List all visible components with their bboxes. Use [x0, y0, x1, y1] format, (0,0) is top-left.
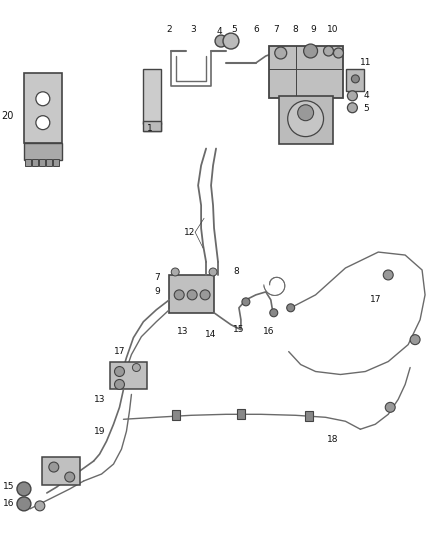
Bar [25, 158, 31, 166]
Text: 9: 9 [155, 287, 160, 296]
Text: 15: 15 [233, 325, 245, 334]
Text: 8: 8 [233, 268, 239, 277]
Text: 9: 9 [311, 25, 317, 34]
Text: 14: 14 [205, 330, 217, 339]
Text: 4: 4 [364, 91, 369, 100]
Circle shape [36, 116, 50, 130]
Circle shape [288, 101, 324, 136]
Circle shape [49, 462, 59, 472]
Bar [143, 69, 161, 124]
Bar [46, 158, 52, 166]
Text: 20: 20 [2, 111, 14, 120]
Circle shape [36, 92, 50, 106]
Circle shape [200, 290, 210, 300]
Circle shape [410, 335, 420, 345]
Bar [39, 158, 45, 166]
Bar [24, 73, 62, 143]
Bar [172, 410, 180, 421]
Circle shape [114, 379, 124, 390]
Text: 7: 7 [155, 273, 160, 282]
Circle shape [333, 48, 343, 58]
Bar [169, 275, 214, 313]
Bar [110, 361, 147, 390]
Text: 12: 12 [184, 228, 195, 237]
Text: 18: 18 [327, 435, 338, 443]
Text: 13: 13 [177, 327, 189, 336]
Circle shape [17, 497, 31, 511]
Text: 3: 3 [190, 25, 196, 34]
Text: 11: 11 [360, 59, 371, 68]
Text: 5: 5 [364, 104, 369, 113]
Circle shape [347, 91, 357, 101]
Text: 7: 7 [273, 25, 279, 34]
Text: 10: 10 [327, 25, 338, 34]
Text: 16: 16 [263, 327, 275, 336]
Circle shape [287, 304, 295, 312]
Bar [143, 120, 161, 131]
Text: 1: 1 [146, 124, 152, 133]
Circle shape [209, 268, 217, 276]
Bar [32, 158, 38, 166]
Bar [53, 158, 59, 166]
Circle shape [385, 402, 395, 413]
Bar [42, 457, 80, 485]
Circle shape [304, 44, 318, 58]
Circle shape [270, 309, 278, 317]
Text: 16: 16 [3, 499, 14, 508]
Circle shape [298, 105, 314, 120]
Bar [279, 96, 333, 143]
Circle shape [17, 482, 31, 496]
Circle shape [275, 47, 287, 59]
Bar [269, 46, 343, 98]
Circle shape [187, 290, 197, 300]
Text: 8: 8 [293, 25, 299, 34]
Text: 2: 2 [166, 25, 172, 34]
Circle shape [174, 290, 184, 300]
Circle shape [347, 103, 357, 112]
Text: 15: 15 [3, 482, 14, 491]
Text: 17: 17 [114, 347, 125, 356]
Circle shape [215, 35, 227, 47]
Text: 6: 6 [253, 25, 259, 34]
Text: 13: 13 [94, 395, 105, 404]
Text: 4: 4 [216, 27, 222, 36]
Circle shape [35, 501, 45, 511]
Text: 19: 19 [94, 427, 105, 436]
Bar [24, 143, 62, 160]
Bar [346, 69, 364, 91]
Circle shape [324, 46, 333, 56]
Text: 5: 5 [231, 25, 237, 34]
Circle shape [242, 298, 250, 306]
Circle shape [65, 472, 75, 482]
Circle shape [351, 75, 359, 83]
Circle shape [383, 270, 393, 280]
Circle shape [171, 268, 179, 276]
Circle shape [223, 33, 239, 49]
Text: 17: 17 [370, 295, 381, 304]
Circle shape [132, 364, 141, 372]
Circle shape [114, 367, 124, 376]
Bar [237, 409, 245, 419]
Bar [304, 411, 313, 421]
